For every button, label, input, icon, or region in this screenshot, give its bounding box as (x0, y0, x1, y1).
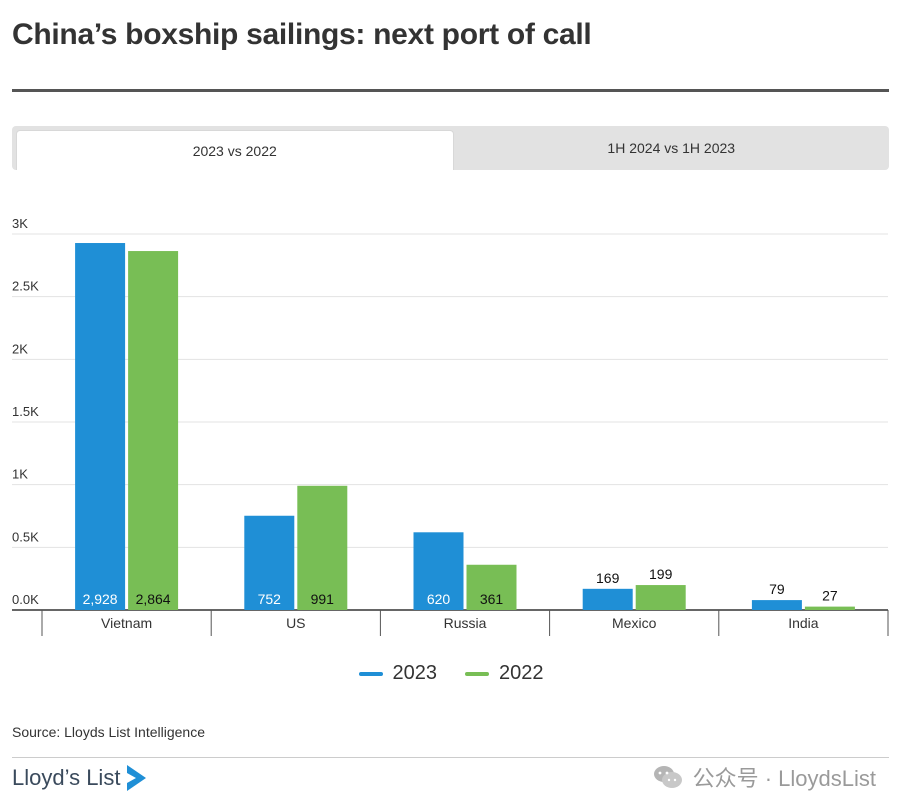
data-label: 27 (822, 588, 838, 604)
wechat-icon (653, 766, 682, 788)
y-tick-label: 2.5K (12, 279, 39, 294)
x-tick-label: Russia (444, 615, 487, 631)
bar-2023-mexico (582, 588, 633, 610)
data-label: 2,928 (83, 591, 118, 607)
bar-2022-india (804, 606, 855, 610)
data-label: 79 (769, 581, 785, 597)
y-tick-label: 0.5K (12, 529, 39, 544)
legend-item-2022[interactable]: 2022 (465, 662, 544, 685)
source-note: Source: Lloyds List Intelligence (12, 724, 205, 740)
bar-2022-vietnam (128, 251, 179, 610)
wechat-watermark: 公众号 · LloydsList (653, 760, 876, 794)
legend-label-2023: 2023 (392, 662, 438, 684)
tab-1h2024-vs-1h2023[interactable]: 1H 2024 vs 1H 2023 (607, 140, 736, 156)
bar-2023-russia (413, 532, 464, 610)
legend-item-2023[interactable]: 2023 (358, 662, 438, 685)
data-label: 752 (258, 591, 282, 607)
data-label: 361 (480, 591, 504, 607)
x-tick-label: Vietnam (101, 615, 152, 631)
footer-divider (12, 757, 889, 758)
lloyds-list-logo: Lloyd’s List (12, 758, 150, 798)
bar-2023-us (244, 515, 295, 610)
logo-text: Lloyd’s List (12, 765, 121, 790)
data-label: 991 (311, 591, 335, 607)
bar-chart: 0.0K 0.5K 1K 1.5K 2K 2.5K 3K Vietnam 2,928 2,864 U… (12, 216, 889, 636)
watermark-text: 公众号 · LloydsList (692, 766, 876, 791)
bar-2023-india (751, 600, 802, 610)
legend: 2023 2022 (0, 662, 902, 685)
bar-2022-russia (466, 564, 517, 610)
bar-2022-us (297, 485, 348, 610)
data-label: 2,864 (136, 591, 171, 607)
title-divider (12, 89, 889, 92)
x-tick-label: India (788, 615, 819, 631)
bar-2023-vietnam (75, 243, 126, 611)
x-tick-label: US (286, 615, 305, 631)
tab-2023-vs-2022[interactable]: 2023 vs 2022 (16, 130, 454, 170)
data-label: 199 (649, 566, 673, 582)
y-tick-label: 2K (12, 341, 28, 356)
bar-2022-mexico (635, 585, 686, 610)
chart-title: China’s boxship sailings: next port of c… (12, 18, 592, 51)
data-label: 620 (427, 591, 451, 607)
legend-label-2022: 2022 (499, 662, 544, 684)
legend-swatch-2022 (465, 671, 489, 676)
tab-bar: 2023 vs 2022 1H 2024 vs 1H 2023 (12, 126, 889, 170)
x-tick-label: Mexico (612, 615, 657, 631)
data-label: 169 (596, 570, 620, 586)
y-tick-label: 0.0K (12, 592, 39, 607)
logo-chevron-icon (127, 765, 147, 791)
legend-swatch-2023 (358, 671, 383, 676)
y-tick-label: 1.5K (12, 404, 39, 419)
y-tick-label: 1K (12, 467, 28, 482)
y-tick-label: 3K (12, 216, 28, 231)
